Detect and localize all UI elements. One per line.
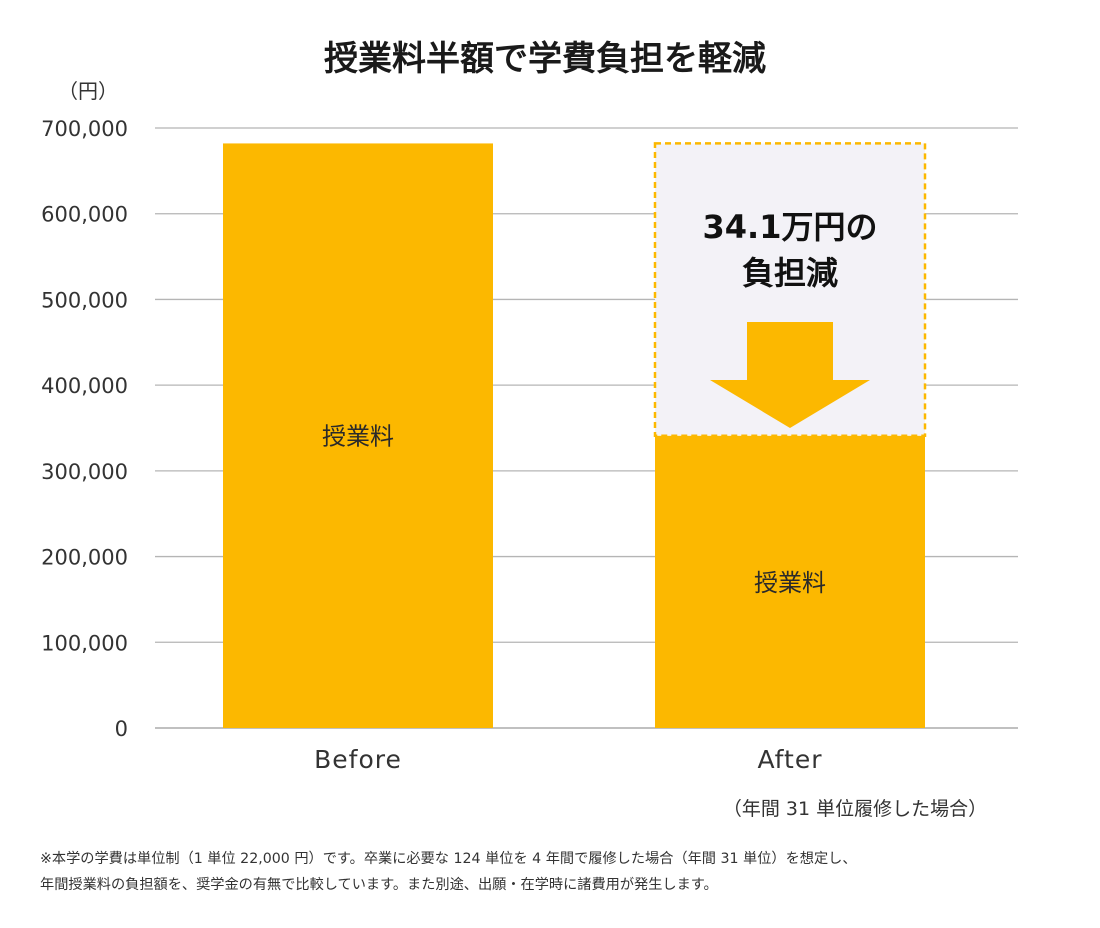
y-tick-label: 0 xyxy=(115,717,128,741)
bar-label: 授業料 xyxy=(754,569,826,597)
y-tick-label: 400,000 xyxy=(41,374,128,398)
y-tick-label: 500,000 xyxy=(41,288,128,312)
y-tick-label: 200,000 xyxy=(41,546,128,570)
footnote-line-1: ※本学の学費は単位制（1 単位 22,000 円）です。卒業に必要な 124 単… xyxy=(40,851,857,867)
chart-title: 授業料半額で学費負担を軽減 xyxy=(324,39,766,79)
bar-after xyxy=(655,435,925,728)
y-axis-tick-labels: 0 100,000 200,000 300,000 400,000 500,000 600,… xyxy=(41,117,128,741)
bar-label: 授業料 xyxy=(322,423,394,451)
callout-text: 34.1万円の xyxy=(703,208,878,246)
footnote-line-2: 年間授業料の負担額を、奨学金の有無で比較しています。また別途、出願・在学時に諸費… xyxy=(40,877,718,893)
callout-text: 負担減 xyxy=(742,254,838,292)
bar-before xyxy=(223,143,493,728)
y-tick-label: 300,000 xyxy=(41,460,128,484)
down-arrow-icon xyxy=(710,322,870,428)
y-tick-label: 700,000 xyxy=(41,117,128,141)
y-tick-label: 600,000 xyxy=(41,203,128,227)
calculation-note: （年間 31 単位履修した場合） xyxy=(723,798,987,820)
footnote: ※本学の学費は単位制（1 単位 22,000 円）です。卒業に必要な 124 単… xyxy=(40,846,1070,898)
x-axis-tick-labels: Before After xyxy=(314,745,822,774)
y-axis-unit-label: （円） xyxy=(58,79,118,103)
bar-chart: 授業料半額で学費負担を軽減 （円） 0 100,000 200,000 300,000… xyxy=(41,39,1018,820)
x-tick-label: Before xyxy=(314,745,402,774)
x-tick-label: After xyxy=(757,745,822,774)
y-tick-label: 100,000 xyxy=(41,631,128,655)
